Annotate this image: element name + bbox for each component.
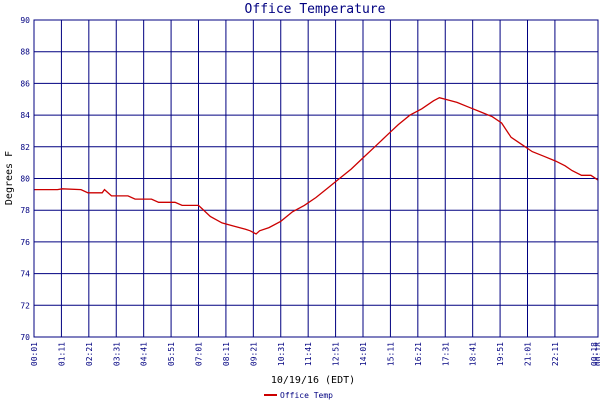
chart-grid xyxy=(34,19,598,338)
y-tick-label: 70 xyxy=(20,333,30,342)
x-tick-label: 00:18 xyxy=(590,342,599,366)
y-tick-label: 84 xyxy=(20,111,30,120)
y-tick-label: 72 xyxy=(20,301,30,310)
x-tick-label: 03:31 xyxy=(112,342,121,366)
x-tick-label: 19:51 xyxy=(496,342,505,366)
y-axis-label: Degrees F xyxy=(4,151,15,205)
series-line-office-temp xyxy=(34,97,599,235)
chart-title: Office Temperature xyxy=(245,2,386,17)
plot-frame xyxy=(33,19,599,338)
y-tick-label: 86 xyxy=(20,79,30,88)
x-tick-label: 04:41 xyxy=(140,342,149,366)
legend: Office Temp xyxy=(264,391,333,400)
x-tick-label: 16:21 xyxy=(414,342,423,366)
y-tick-label: 82 xyxy=(20,143,30,152)
y-tick-label: 78 xyxy=(20,206,30,215)
x-tick-labels: 00:01 01:11 02:21 03:31 04:41 05:51 07:01 08:11… xyxy=(30,342,600,366)
x-tick-label: 00:18 xyxy=(594,342,600,366)
x-tick-label: 11:41 xyxy=(304,342,313,366)
x-tick-label: 22:11 xyxy=(551,342,560,366)
y-tick-label: 74 xyxy=(20,270,30,279)
legend-label: Office Temp xyxy=(280,391,333,400)
x-tick-label: 15:11 xyxy=(386,342,395,366)
y-tick-labels: 70 72 74 76 78 80 82 84 86 88 90 xyxy=(20,16,30,342)
y-tick-label: 80 xyxy=(20,175,30,184)
x-tick-label: 09:21 xyxy=(249,342,258,366)
x-tick-label: 02:21 xyxy=(85,342,94,366)
x-tick-label: 01:11 xyxy=(57,342,66,366)
x-tick-label: 18:41 xyxy=(469,342,478,366)
x-tick-label: 10:31 xyxy=(277,342,286,366)
x-tick-label: 05:51 xyxy=(167,342,176,366)
x-tick-label: 08:11 xyxy=(222,342,231,366)
x-tick-label: 17:31 xyxy=(441,342,450,366)
x-axis-label: 10/19/16 (EDT) xyxy=(271,375,355,386)
y-tick-label: 76 xyxy=(20,238,30,247)
x-tick-label: 00:01 xyxy=(30,342,39,366)
y-tick-label: 90 xyxy=(20,16,30,25)
x-tick-label: 07:01 xyxy=(195,342,204,366)
series-group xyxy=(34,97,599,235)
x-tick-label: 21:01 xyxy=(524,342,533,366)
x-tick-label: 12:51 xyxy=(332,342,341,366)
y-tick-label: 88 xyxy=(20,48,30,57)
x-tick-label: 14:01 xyxy=(359,342,368,366)
